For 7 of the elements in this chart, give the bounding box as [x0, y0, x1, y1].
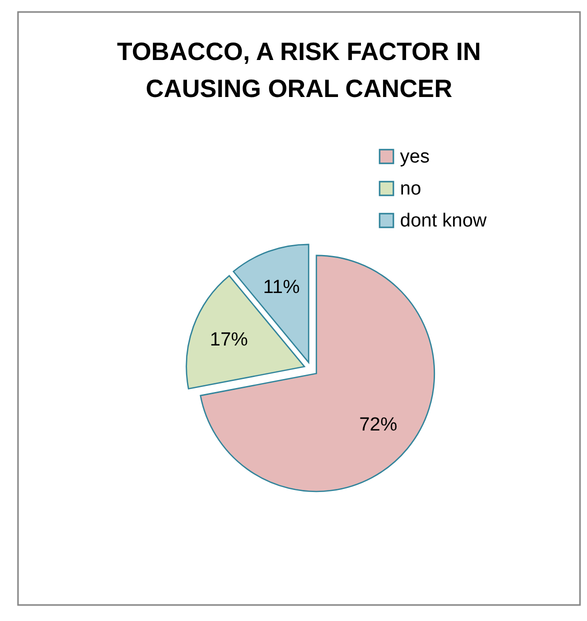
data-label: 17%	[210, 329, 248, 350]
legend-label: dont know	[400, 210, 487, 232]
chart-title: TOBACCO, A RISK FACTOR IN CAUSING ORAL CANCER	[117, 38, 481, 103]
data-label: 11%	[263, 276, 300, 298]
data-label: 72%	[359, 414, 398, 436]
legend-label: no	[400, 178, 422, 200]
legend-label: yes	[400, 146, 430, 168]
